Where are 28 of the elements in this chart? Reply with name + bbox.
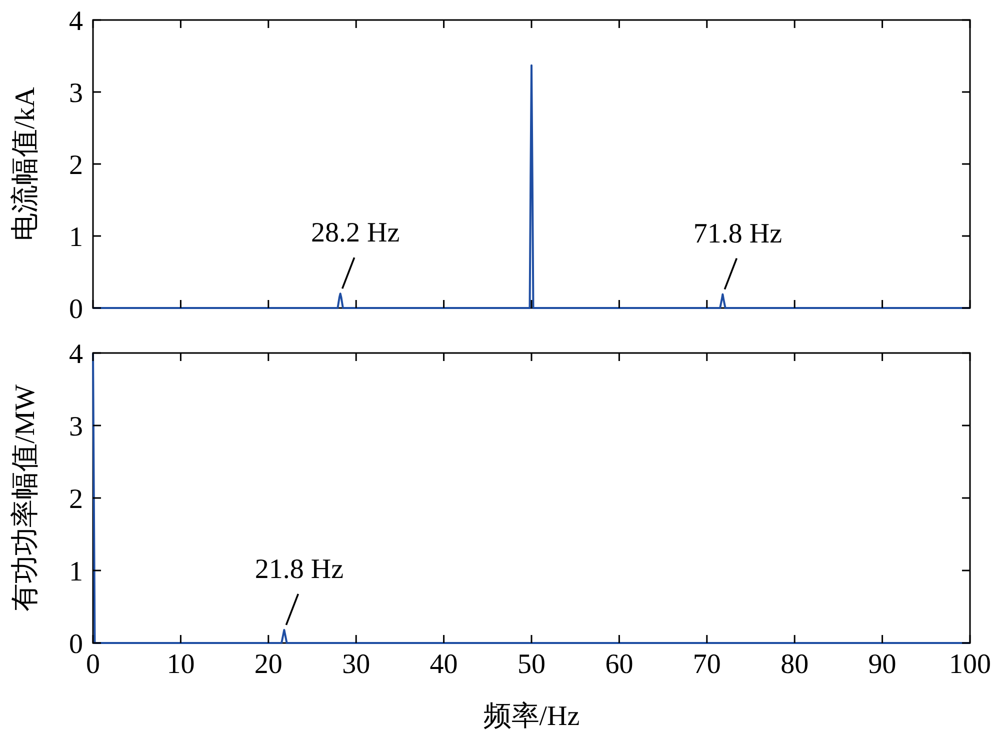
x-tick-label: 100 (949, 649, 991, 680)
x-tick-label: 40 (430, 649, 458, 680)
x-tick-label: 80 (780, 649, 809, 680)
line-series (92, 352, 971, 644)
y-tick-label: 0 (69, 294, 83, 325)
y-tick-label: 3 (69, 412, 83, 442)
y-axis-title: 电流幅值/kA (10, 86, 41, 241)
x-tick-label: 30 (342, 649, 370, 680)
x-tick-label: 20 (254, 649, 282, 680)
annotation: 71.8 Hz (693, 218, 782, 250)
x-tick-label: 70 (692, 649, 721, 680)
y-tick-label: 1 (69, 222, 83, 253)
y-axis-title: 有功功率幅值/MW (10, 384, 41, 612)
y-tick-label: 2 (69, 150, 83, 181)
y-tick-label: 4 (69, 339, 83, 370)
x-tick-label: 60 (605, 649, 634, 680)
x-tick-label: 90 (868, 649, 896, 680)
x-axis-title: 频率/Hz (483, 701, 580, 732)
y-tick-label: 1 (69, 556, 83, 588)
x-tick-label: 10 (166, 649, 195, 680)
x-tick-label: 50 (518, 649, 546, 680)
y-tick-label: 0 (69, 629, 83, 660)
y-tick-label: 4 (69, 6, 83, 37)
line-series (92, 64, 971, 309)
annotation: 28.2 Hz (310, 218, 400, 249)
y-tick-label: 2 (69, 484, 83, 515)
annotation: 21.8 Hz (254, 554, 344, 585)
y-tick-label: 3 (69, 78, 83, 109)
